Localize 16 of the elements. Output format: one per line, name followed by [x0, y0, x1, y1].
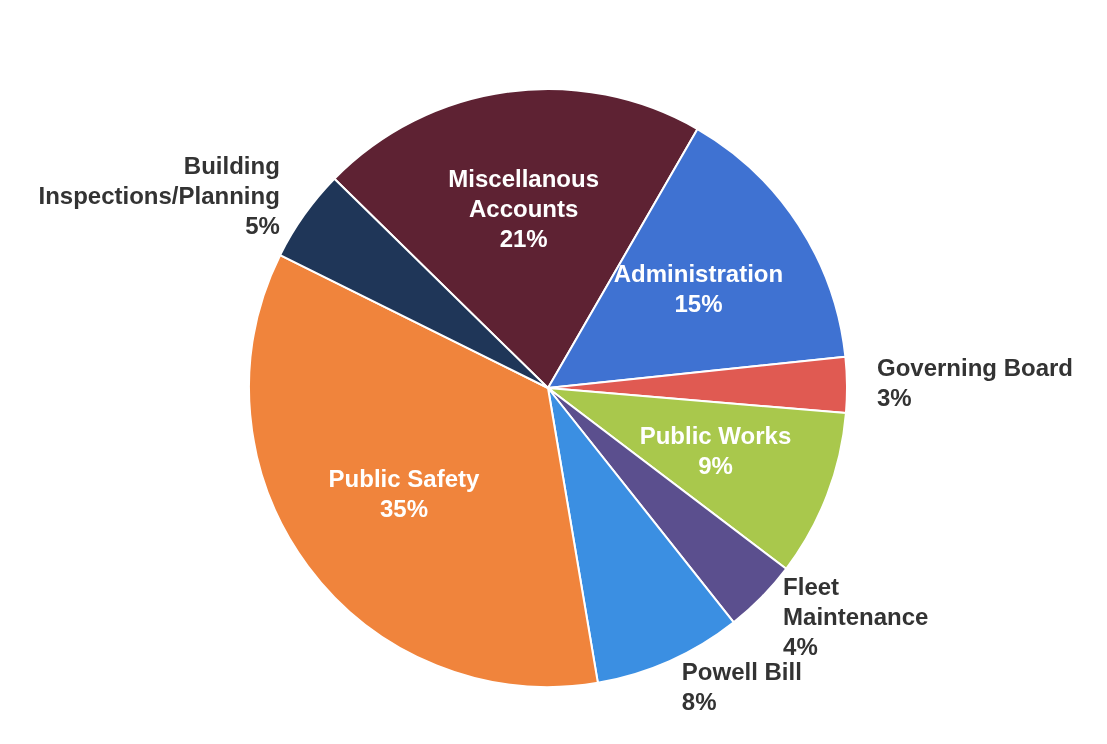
slice-label: Administration	[613, 259, 784, 287]
slice-label: Miscellanous Accounts	[448, 164, 600, 222]
data-label: 5%	[245, 212, 280, 240]
data-label: 4%	[783, 632, 818, 660]
data-label: 8%	[681, 688, 717, 716]
slice-label: Governing Board	[876, 354, 1074, 382]
data-label: 9%	[698, 451, 733, 479]
slice-label: Public Safety	[328, 464, 480, 492]
data-label: 3%	[876, 384, 912, 412]
slice-label: Building Inspections/Planning	[38, 152, 280, 210]
slice-label: Public Works	[639, 421, 792, 449]
slice-label: Fleet Maintenance	[783, 572, 929, 630]
slice-label: Powell Bill	[681, 658, 802, 686]
data-label: 35%	[379, 494, 428, 522]
data-label: 15%	[674, 289, 723, 317]
data-label: 21%	[499, 224, 548, 252]
